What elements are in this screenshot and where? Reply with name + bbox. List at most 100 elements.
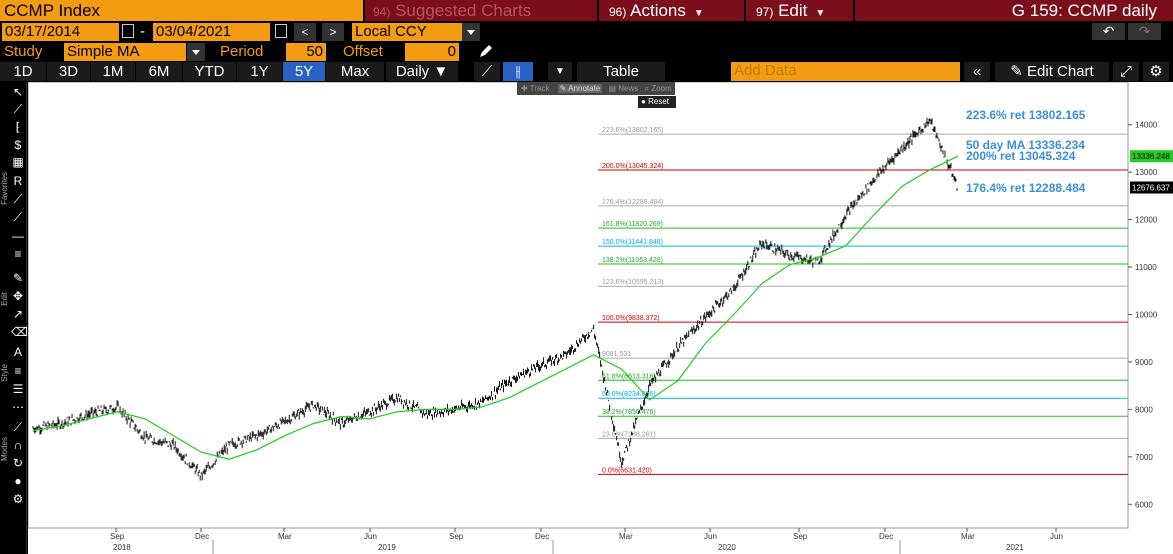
style-side-label: Style xyxy=(0,364,9,382)
chart-id-text: G 159: CCMP daily xyxy=(1011,1,1157,20)
ruler-icon[interactable]: ⟋ xyxy=(13,420,23,434)
resize-icon[interactable]: ⤢ xyxy=(1113,62,1139,81)
study-label: Study xyxy=(4,43,43,60)
tab-period-3d[interactable]: 3D xyxy=(47,62,90,81)
end-date-field[interactable]: 03/04/2021 xyxy=(153,23,270,41)
line-chart-icon[interactable]: ⟋ xyxy=(474,62,500,81)
chart-panel[interactable]: 6000 7000 8000 9000 10000 11000 12000 13000 1400… xyxy=(27,81,1173,554)
move-icon[interactable]: ✥ xyxy=(12,289,24,303)
x-year-label: 2019 xyxy=(378,543,396,552)
edit-chart-label: Edit Chart xyxy=(1027,63,1094,80)
start-date-field[interactable]: 03/17/2014 xyxy=(2,23,119,41)
pencil-icon[interactable] xyxy=(478,43,494,59)
track-button[interactable]: ✚ Track xyxy=(521,84,550,93)
trend-icon[interactable]: ⟋ xyxy=(13,210,23,224)
r-icon[interactable]: R xyxy=(13,174,23,188)
currency-select[interactable]: Local CCY xyxy=(352,23,462,41)
tab-period-1y[interactable]: 1Y xyxy=(237,62,282,81)
zoom-label: Zoom xyxy=(651,84,672,93)
fib-level-label: 9081.531 xyxy=(602,351,631,358)
end-calendar-icon[interactable] xyxy=(275,24,287,38)
ma-line xyxy=(32,155,959,460)
hline-icon[interactable]: — xyxy=(12,229,24,243)
bar-chart-icon[interactable]: ⫲ xyxy=(503,62,533,81)
fib-level-label: 138.2%(11063.428) xyxy=(602,257,663,264)
start-calendar-icon[interactable] xyxy=(122,24,134,38)
trash-icon[interactable]: ⌫ xyxy=(11,325,28,339)
line-tool-icon[interactable]: ⟋ xyxy=(13,102,23,116)
annotate-button[interactable]: ✎ Annotate xyxy=(557,84,603,93)
brush-icon[interactable]: ⟋ xyxy=(13,192,23,206)
news-button[interactable]: ▤ News xyxy=(608,84,639,93)
x-tick-label: Mar xyxy=(961,532,975,541)
reset-label: Reset xyxy=(648,97,669,106)
x-tick-label: Dec xyxy=(879,532,893,541)
line-style-icon[interactable]: ≡ xyxy=(14,364,22,378)
suggested-label: Suggested Charts xyxy=(395,1,532,20)
reset-button[interactable]: ● Reset xyxy=(638,96,676,108)
settings-gear-icon[interactable]: ⚙ xyxy=(1143,62,1169,81)
currency-text: Local CCY xyxy=(355,23,427,40)
study-select[interactable]: Simple MA xyxy=(64,43,186,61)
undo-button[interactable]: ↶ xyxy=(1092,23,1125,40)
edit-menu[interactable]: 97) Edit ▼ xyxy=(746,0,853,21)
tab-period-ytd[interactable]: YTD xyxy=(183,62,236,81)
news-label: News xyxy=(618,84,639,93)
fib-level-label: 223.6%(13802.165) xyxy=(602,127,664,134)
modes-side-label: Modes xyxy=(0,437,9,462)
x-tick-label: Sep xyxy=(793,532,808,541)
start-date-text: 03/17/2014 xyxy=(5,23,81,40)
chart-type-dropdown-icon[interactable]: ▼ xyxy=(548,62,572,81)
fib-level-label: 100.0%(9838.372) xyxy=(602,315,660,322)
security-title[interactable]: CCMP Index xyxy=(0,0,363,21)
collapse-icon[interactable]: « xyxy=(964,62,990,81)
text-style-icon[interactable]: A xyxy=(13,345,22,359)
fib-level-label: 150.0%(11441.848) xyxy=(602,239,663,246)
dollar-icon[interactable]: $ xyxy=(14,138,22,152)
suggested-charts-button[interactable]: 94) Suggested Charts xyxy=(365,0,597,21)
chart-id-label: G 159: CCMP daily xyxy=(855,0,1173,21)
y-tick-label: 6000 xyxy=(1135,500,1153,509)
refresh-icon[interactable]: ↻ xyxy=(12,456,24,470)
y-tick-label: 7000 xyxy=(1135,453,1153,462)
add-data-input[interactable]: Add Data xyxy=(731,62,960,81)
right-annotation: 50 day MA 13336.234 xyxy=(966,138,1085,152)
next-period-button[interactable]: > xyxy=(322,23,344,41)
price-chart[interactable]: 6000 7000 8000 9000 10000 11000 12000 13000 1400… xyxy=(27,81,1173,554)
x-tick-label: Jun xyxy=(704,532,717,541)
pointer-icon[interactable]: ↗ xyxy=(12,307,24,321)
cursor-icon[interactable]: ↖ xyxy=(12,85,24,99)
zoom-button[interactable]: ⌕ Zoom xyxy=(644,84,672,93)
x-year-label: 2018 xyxy=(113,543,131,552)
study-chevron-down-icon xyxy=(192,50,200,55)
offset-input[interactable]: 0 xyxy=(405,43,459,61)
favorites-label: Favorites xyxy=(0,172,9,205)
frequency-select[interactable]: Daily ▼ xyxy=(386,62,458,81)
palette-icon[interactable]: ● xyxy=(14,474,22,488)
edit-chart-button[interactable]: ✎ Edit Chart xyxy=(995,62,1109,81)
price-tag-box xyxy=(1130,150,1173,163)
x-tick-label: Jun xyxy=(1050,532,1063,541)
dash-style-icon[interactable]: ⋯ xyxy=(12,400,24,414)
redo-button[interactable]: ↷ xyxy=(1128,23,1161,40)
actions-caret-icon: ▼ xyxy=(693,8,704,19)
tab-period-6m[interactable]: 6M xyxy=(136,62,182,81)
y-tick-label: 10000 xyxy=(1135,310,1158,319)
price-tag-box xyxy=(1130,181,1173,194)
channel-icon[interactable]: ≡ xyxy=(14,247,22,261)
tab-period-5y[interactable]: 5Y xyxy=(283,62,325,81)
x-year-label: 2020 xyxy=(718,543,736,552)
actions-menu[interactable]: 96) Actions ▼ xyxy=(599,0,744,21)
tab-period-max[interactable]: Max xyxy=(326,62,384,81)
tab-period-1m[interactable]: 1M xyxy=(91,62,135,81)
settings-icon[interactable]: ⚙ xyxy=(12,492,24,506)
thickness-icon[interactable]: ☰ xyxy=(12,382,24,396)
prev-period-button[interactable]: < xyxy=(294,23,316,41)
period-input[interactable]: 50 xyxy=(286,43,326,61)
magnet-icon[interactable]: ∩ xyxy=(13,438,23,452)
table-button[interactable]: Table xyxy=(577,62,665,81)
grid-icon[interactable]: ▦ xyxy=(12,155,24,169)
pen-icon[interactable]: ✎ xyxy=(12,271,24,285)
fib-tool-icon[interactable]: ⁅ xyxy=(15,120,21,134)
tab-period-1d[interactable]: 1D xyxy=(0,62,46,81)
